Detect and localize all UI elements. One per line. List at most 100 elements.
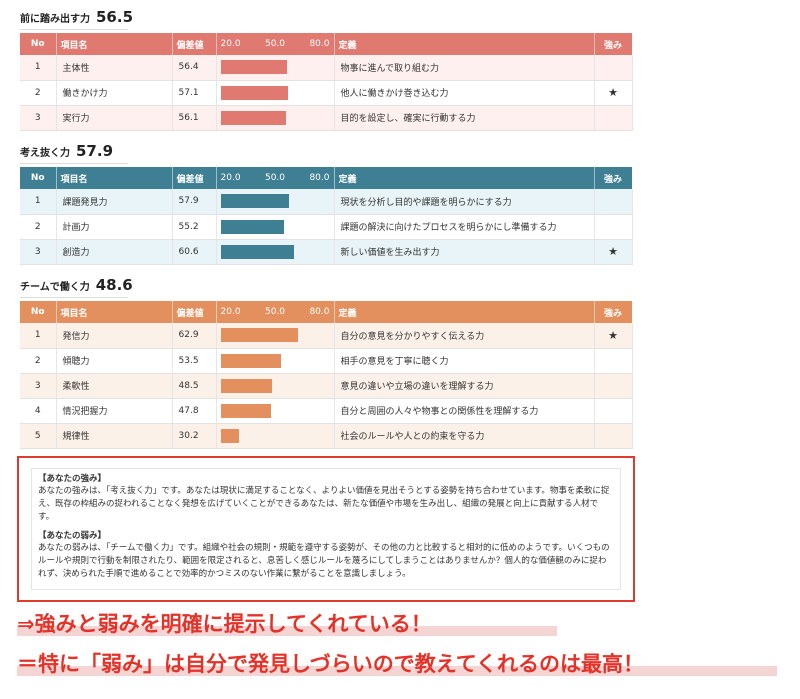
row-strength-star bbox=[594, 398, 633, 424]
row-score: 53.5 bbox=[172, 348, 217, 374]
scale-min: 20.0 bbox=[220, 173, 241, 183]
row-definition: 課題の解決に向けたプロセスを明らかにし準備する力 bbox=[334, 214, 595, 240]
row-definition: 現状を分析し目的や課題を明らかにする力 bbox=[334, 189, 595, 215]
table-row: 1 主体性 56.4 物事に進んで取り組む力 bbox=[20, 55, 633, 81]
table-row: 3 柔軟性 48.5 意見の違いや立場の違いを理解する力 bbox=[20, 373, 633, 399]
row-bar-cell bbox=[216, 373, 335, 399]
score-bar bbox=[220, 110, 287, 125]
header-no: No bbox=[20, 301, 57, 323]
scale-max: 80.0 bbox=[309, 173, 330, 183]
row-strength-star bbox=[594, 348, 633, 374]
row-strength-star: ★ bbox=[594, 239, 633, 265]
score-bar bbox=[220, 378, 273, 393]
header-no: No bbox=[20, 167, 57, 189]
section-score: 56.5 bbox=[96, 8, 134, 26]
row-strength-star: ★ bbox=[594, 323, 633, 349]
row-definition: 社会のルールや人との約束を守る力 bbox=[334, 423, 595, 449]
row-no: 3 bbox=[20, 373, 57, 399]
row-bar-cell bbox=[216, 80, 335, 106]
score-bar bbox=[220, 328, 299, 343]
header-scale: 20.0 50.0 80.0 bbox=[216, 33, 335, 55]
row-no: 3 bbox=[20, 239, 57, 265]
row-definition: 自分の意見を分かりやすく伝える力 bbox=[334, 323, 595, 349]
scale-mid: 50.0 bbox=[264, 173, 286, 183]
table-header: No 項目名 偏差値 20.0 50.0 80.0 定義 強み bbox=[20, 33, 633, 55]
row-definition: 自分と周囲の人々や物事との関係性を理解する力 bbox=[334, 398, 595, 424]
title-underline bbox=[20, 297, 128, 298]
row-no: 1 bbox=[20, 323, 57, 349]
row-bar-cell bbox=[216, 189, 335, 215]
row-definition: 目的を設定し、確実に行動する力 bbox=[334, 105, 595, 131]
scale-mid: 50.0 bbox=[264, 307, 286, 317]
row-name: 計画力 bbox=[56, 214, 173, 240]
score-bar bbox=[220, 60, 287, 75]
table-row: 4 情況把握力 47.8 自分と周囲の人々や物事との関係性を理解する力 bbox=[20, 398, 633, 424]
row-score: 62.9 bbox=[172, 323, 217, 349]
strength-text: あなたの強みは、「考え抜く力」です。あなたは現状に満足することなく、よりよい価値… bbox=[38, 486, 610, 522]
header-score: 偏差値 bbox=[172, 33, 217, 55]
row-score: 57.9 bbox=[172, 189, 217, 215]
title-underline bbox=[20, 29, 128, 30]
row-strength-star: ★ bbox=[594, 80, 633, 106]
section-title: 前に踏み出す力 56.5 bbox=[20, 8, 632, 30]
table-row: 2 働きかけ力 57.1 他人に働きかけ巻き込む力 ★ bbox=[20, 80, 633, 106]
header-scale: 20.0 50.0 80.0 bbox=[216, 167, 335, 189]
header-no: No bbox=[20, 33, 57, 55]
header-definition: 定義 bbox=[334, 167, 595, 189]
score-bar bbox=[220, 244, 295, 259]
summary-box: 【あなたの強み】 あなたの強みは、「考え抜く力」です。あなたは現状に満足すること… bbox=[17, 456, 635, 602]
row-no: 5 bbox=[20, 423, 57, 449]
section-score: 48.6 bbox=[95, 276, 133, 294]
table-row: 3 実行力 56.1 目的を設定し、確実に行動する力 bbox=[20, 105, 633, 131]
score-bar bbox=[220, 428, 240, 443]
scale-min: 20.0 bbox=[220, 39, 241, 49]
score-table: No 項目名 偏差値 20.0 50.0 80.0 定義 強み 1 主体性 56.4 物事に進んで取り… bbox=[20, 33, 633, 131]
row-name: 傾聴力 bbox=[56, 348, 173, 374]
scale-mid: 50.0 bbox=[264, 39, 286, 49]
row-score: 48.5 bbox=[172, 373, 217, 399]
header-name: 項目名 bbox=[56, 33, 173, 55]
header-score: 偏差値 bbox=[172, 167, 217, 189]
score-table: No 項目名 偏差値 20.0 50.0 80.0 定義 強み 1 課題発見力 57.9 現状を分析し… bbox=[20, 167, 633, 265]
table-row: 1 課題発見力 57.9 現状を分析し目的や課題を明らかにする力 bbox=[20, 189, 633, 215]
weakness-text: あなたの弱みは、「チームで働く力」です。組織や社会の規則・規範を遵守する姿勢が、… bbox=[38, 543, 610, 579]
score-bar bbox=[220, 85, 288, 100]
table-row: 5 規律性 30.2 社会のルールや人との約束を守る力 bbox=[20, 423, 633, 449]
section-score: 57.9 bbox=[76, 142, 114, 160]
section-2: チームで働く力 48.6 No 項目名 偏差値 20.0 50.0 80.0 定義 強み 1 発信力 6… bbox=[20, 276, 633, 449]
row-name: 実行力 bbox=[56, 105, 173, 131]
row-score: 60.6 bbox=[172, 239, 217, 265]
row-bar-cell bbox=[216, 105, 335, 131]
title-underline bbox=[20, 163, 128, 164]
row-bar-cell bbox=[216, 423, 335, 449]
table-row: 3 創造力 60.6 新しい価値を生み出す力 ★ bbox=[20, 239, 633, 265]
row-score: 57.1 bbox=[172, 80, 217, 106]
callout2-highlight bbox=[17, 666, 777, 676]
summary-inner: 【あなたの強み】 あなたの強みは、「考え抜く力」です。あなたは現状に満足すること… bbox=[31, 468, 621, 590]
callout-line-1: ⇒強みと弱みを明確に提示してくれている！ bbox=[17, 612, 432, 636]
table-header: No 項目名 偏差値 20.0 50.0 80.0 定義 強み bbox=[20, 167, 633, 189]
scale-max: 80.0 bbox=[309, 39, 330, 49]
header-score: 偏差値 bbox=[172, 301, 217, 323]
score-bar bbox=[220, 194, 290, 209]
row-score: 56.4 bbox=[172, 55, 217, 81]
row-strength-star bbox=[594, 105, 633, 131]
row-strength-star bbox=[594, 423, 633, 449]
row-definition: 他人に働きかけ巻き込む力 bbox=[334, 80, 595, 106]
row-strength-star bbox=[594, 189, 633, 215]
row-name: 発信力 bbox=[56, 323, 173, 349]
row-bar-cell bbox=[216, 214, 335, 240]
section-1: 考え抜く力 57.9 No 項目名 偏差値 20.0 50.0 80.0 定義 強み 1 課題発見力 5… bbox=[20, 142, 633, 265]
row-bar-cell bbox=[216, 348, 335, 374]
row-name: 働きかけ力 bbox=[56, 80, 173, 106]
scale-min: 20.0 bbox=[220, 307, 241, 317]
row-score: 47.8 bbox=[172, 398, 217, 424]
row-strength-star bbox=[594, 214, 633, 240]
row-name: 創造力 bbox=[56, 239, 173, 265]
row-score: 55.2 bbox=[172, 214, 217, 240]
row-no: 1 bbox=[20, 55, 57, 81]
scale-max: 80.0 bbox=[309, 307, 330, 317]
row-name: 柔軟性 bbox=[56, 373, 173, 399]
row-definition: 新しい価値を生み出す力 bbox=[334, 239, 595, 265]
table-row: 2 傾聴力 53.5 相手の意見を丁寧に聴く力 bbox=[20, 348, 633, 374]
